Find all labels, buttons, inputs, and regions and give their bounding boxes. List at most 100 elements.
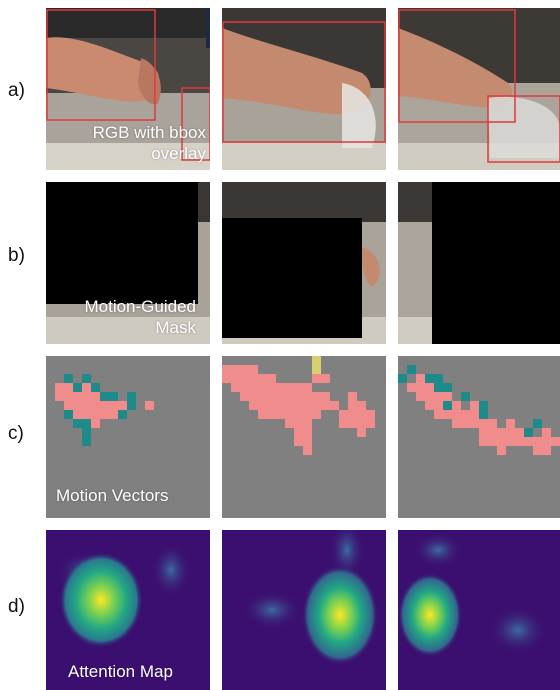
motion-block	[222, 374, 231, 383]
motion-block	[488, 437, 497, 446]
motion-block	[312, 356, 321, 365]
motion-block	[100, 410, 109, 419]
motion-block	[118, 401, 127, 410]
motion-block	[64, 374, 73, 383]
attention-caption: Attention Map	[68, 662, 173, 681]
mask-caption-line-1: Motion-Guided	[84, 297, 196, 316]
motion-block	[407, 365, 416, 374]
motion-block	[109, 392, 118, 401]
motion-block	[231, 383, 240, 392]
motion-block	[515, 428, 524, 437]
motion-block	[109, 410, 118, 419]
motion-block	[91, 392, 100, 401]
motion-block	[127, 392, 136, 401]
mask-caption-line-2: Mask	[155, 318, 196, 337]
motion-block	[267, 410, 276, 419]
mask-caption: Motion-Guided Mask	[84, 296, 196, 338]
motion-block	[348, 392, 357, 401]
bbox-1	[46, 9, 156, 121]
motion-block	[100, 401, 109, 410]
motion-block	[294, 428, 303, 437]
motion-panel-3	[398, 356, 560, 518]
motion-block	[461, 410, 470, 419]
rgb-frame-3	[398, 8, 560, 170]
rgb-panel-3	[398, 8, 560, 170]
motion-block	[303, 428, 312, 437]
motion-block	[348, 410, 357, 419]
mask-panel-1: Motion-Guided Mask	[46, 182, 210, 344]
motion-block	[267, 383, 276, 392]
motion-block	[294, 410, 303, 419]
motion-block	[506, 419, 515, 428]
motion-block	[276, 392, 285, 401]
motion-block	[321, 392, 330, 401]
motion-block	[294, 392, 303, 401]
motion-block	[294, 437, 303, 446]
motion-block	[294, 383, 303, 392]
motion-block	[64, 401, 73, 410]
motion-vector-grid-1	[46, 356, 210, 518]
motion-block	[91, 383, 100, 392]
motion-block	[488, 419, 497, 428]
motion-block	[231, 374, 240, 383]
bbox-4	[398, 9, 516, 123]
motion-block	[73, 392, 82, 401]
row-label-d: d)	[8, 596, 25, 617]
motion-block	[267, 401, 276, 410]
motion-block	[303, 437, 312, 446]
rgb-panel-2	[222, 8, 386, 170]
motion-block	[258, 401, 267, 410]
motion-block	[479, 401, 488, 410]
motion-block	[312, 410, 321, 419]
motion-block	[443, 401, 452, 410]
motion-block	[321, 374, 330, 383]
motion-block	[416, 383, 425, 392]
motion-block	[294, 401, 303, 410]
attention-panel-2	[222, 530, 386, 690]
motion-block	[55, 392, 64, 401]
motion-block	[348, 419, 357, 428]
motion-block	[240, 374, 249, 383]
motion-block	[100, 392, 109, 401]
motion-block	[82, 437, 91, 446]
motion-block	[303, 446, 312, 455]
motion-block	[82, 383, 91, 392]
motion-block	[452, 410, 461, 419]
motion-block	[240, 365, 249, 374]
motion-block	[285, 383, 294, 392]
motion-block	[64, 392, 73, 401]
bbox-3	[222, 21, 386, 143]
rgb-caption-line-1: RGB with bbox	[92, 123, 206, 142]
mask-frame-3	[398, 182, 560, 344]
attention-panel-1: Attention Map	[46, 530, 210, 690]
attention-panel-3	[398, 530, 560, 690]
motion-block	[443, 410, 452, 419]
motion-block	[91, 401, 100, 410]
motion-block	[64, 383, 73, 392]
motion-block	[416, 374, 425, 383]
motion-mask-2	[222, 218, 362, 338]
motion-block	[91, 410, 100, 419]
attention-map-2	[222, 530, 386, 690]
motion-block	[452, 401, 461, 410]
motion-block	[82, 410, 91, 419]
motion-block	[222, 365, 231, 374]
motion-block	[506, 437, 515, 446]
row-label-a: a)	[8, 80, 25, 101]
motion-block	[542, 428, 551, 437]
motion-block	[73, 401, 82, 410]
motion-block	[443, 383, 452, 392]
motion-block	[303, 383, 312, 392]
bbox-2	[181, 87, 210, 161]
motion-block	[425, 392, 434, 401]
motion-block	[303, 410, 312, 419]
motion-block	[231, 365, 240, 374]
motion-block	[145, 401, 154, 410]
motion-block	[249, 383, 258, 392]
motion-block	[366, 419, 375, 428]
motion-block	[303, 419, 312, 428]
motion-block	[524, 428, 533, 437]
motion-block	[348, 401, 357, 410]
motion-block	[321, 401, 330, 410]
motion-block	[240, 383, 249, 392]
